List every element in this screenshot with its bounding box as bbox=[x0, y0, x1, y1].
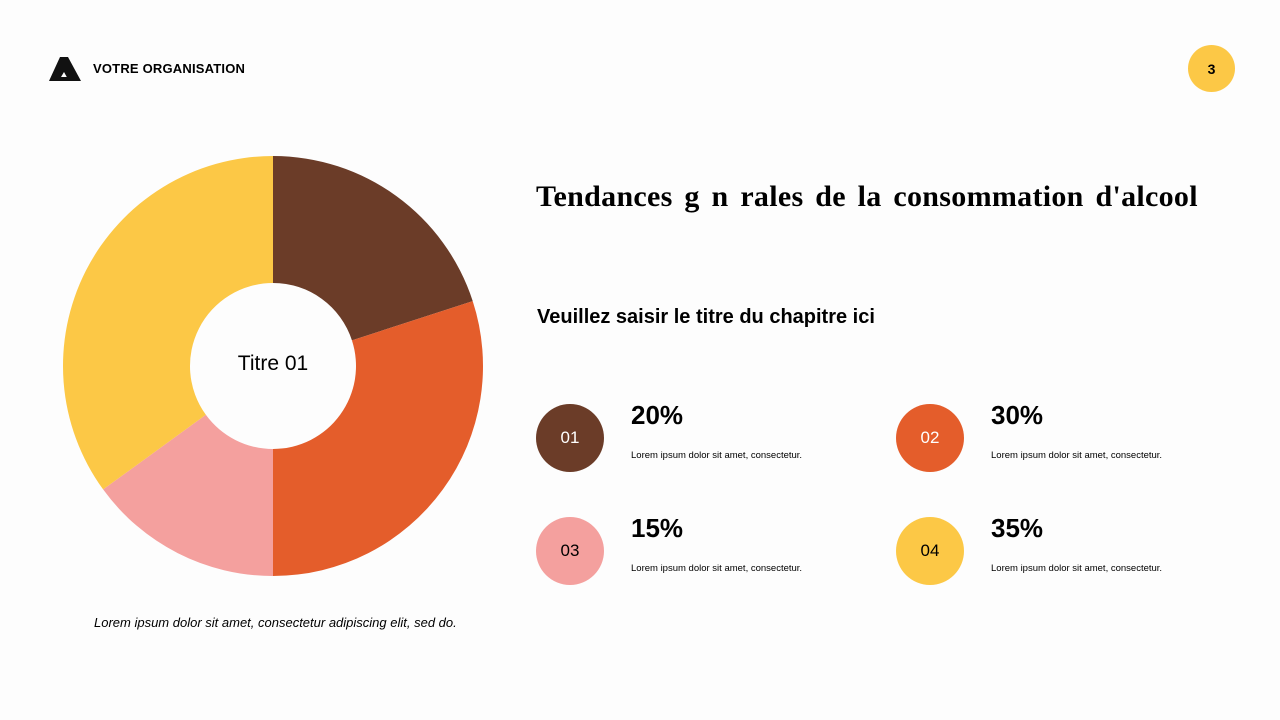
legend-percent: 30% bbox=[991, 400, 1044, 430]
donut-slice-03 bbox=[103, 414, 273, 576]
legend-description: Lorem ipsum dolor sit amet, consectetur. bbox=[631, 563, 803, 574]
legend-dot: 04 bbox=[896, 517, 964, 585]
legend-dot: 03 bbox=[536, 517, 604, 585]
legend-dot: 02 bbox=[896, 404, 964, 472]
donut-slice-01 bbox=[273, 156, 473, 341]
legend-description: Lorem ipsum dolor sit amet, consectetur. bbox=[991, 450, 1163, 461]
organization-name: VOTRE ORGANISATION bbox=[93, 61, 246, 76]
legend-percent: 20% bbox=[631, 400, 684, 430]
donut-slice-02 bbox=[273, 301, 483, 576]
legend-item-02: 02 30% Lorem ipsum dolor sit amet, conse… bbox=[896, 400, 1216, 484]
legend-item-03: 03 15% Lorem ipsum dolor sit amet, conse… bbox=[536, 513, 856, 597]
legend-description: Lorem ipsum dolor sit amet, consectetur. bbox=[631, 450, 803, 461]
donut-slice-04 bbox=[62, 156, 274, 490]
page-title: Tendances g n rales de la consommation d… bbox=[536, 180, 1198, 213]
logo-icon bbox=[49, 57, 81, 81]
legend-item-01: 01 20% Lorem ipsum dolor sit amet, conse… bbox=[536, 400, 856, 484]
page-number-badge: 3 bbox=[1188, 45, 1235, 92]
legend-item-04: 04 35% Lorem ipsum dolor sit amet, conse… bbox=[896, 513, 1216, 597]
legend-description: Lorem ipsum dolor sit amet, consectetur. bbox=[991, 563, 1163, 574]
legend-percent: 15% bbox=[631, 513, 684, 543]
donut-chart bbox=[62, 156, 483, 576]
legend-percent: 35% bbox=[991, 513, 1044, 543]
chart-caption: Lorem ipsum dolor sit amet, consectetur … bbox=[94, 615, 457, 630]
donut-center-label: Titre 01 bbox=[237, 352, 309, 375]
legend-dot: 01 bbox=[536, 404, 604, 472]
chapter-subtitle: Veuillez saisir le titre du chapitre ici bbox=[537, 306, 875, 328]
